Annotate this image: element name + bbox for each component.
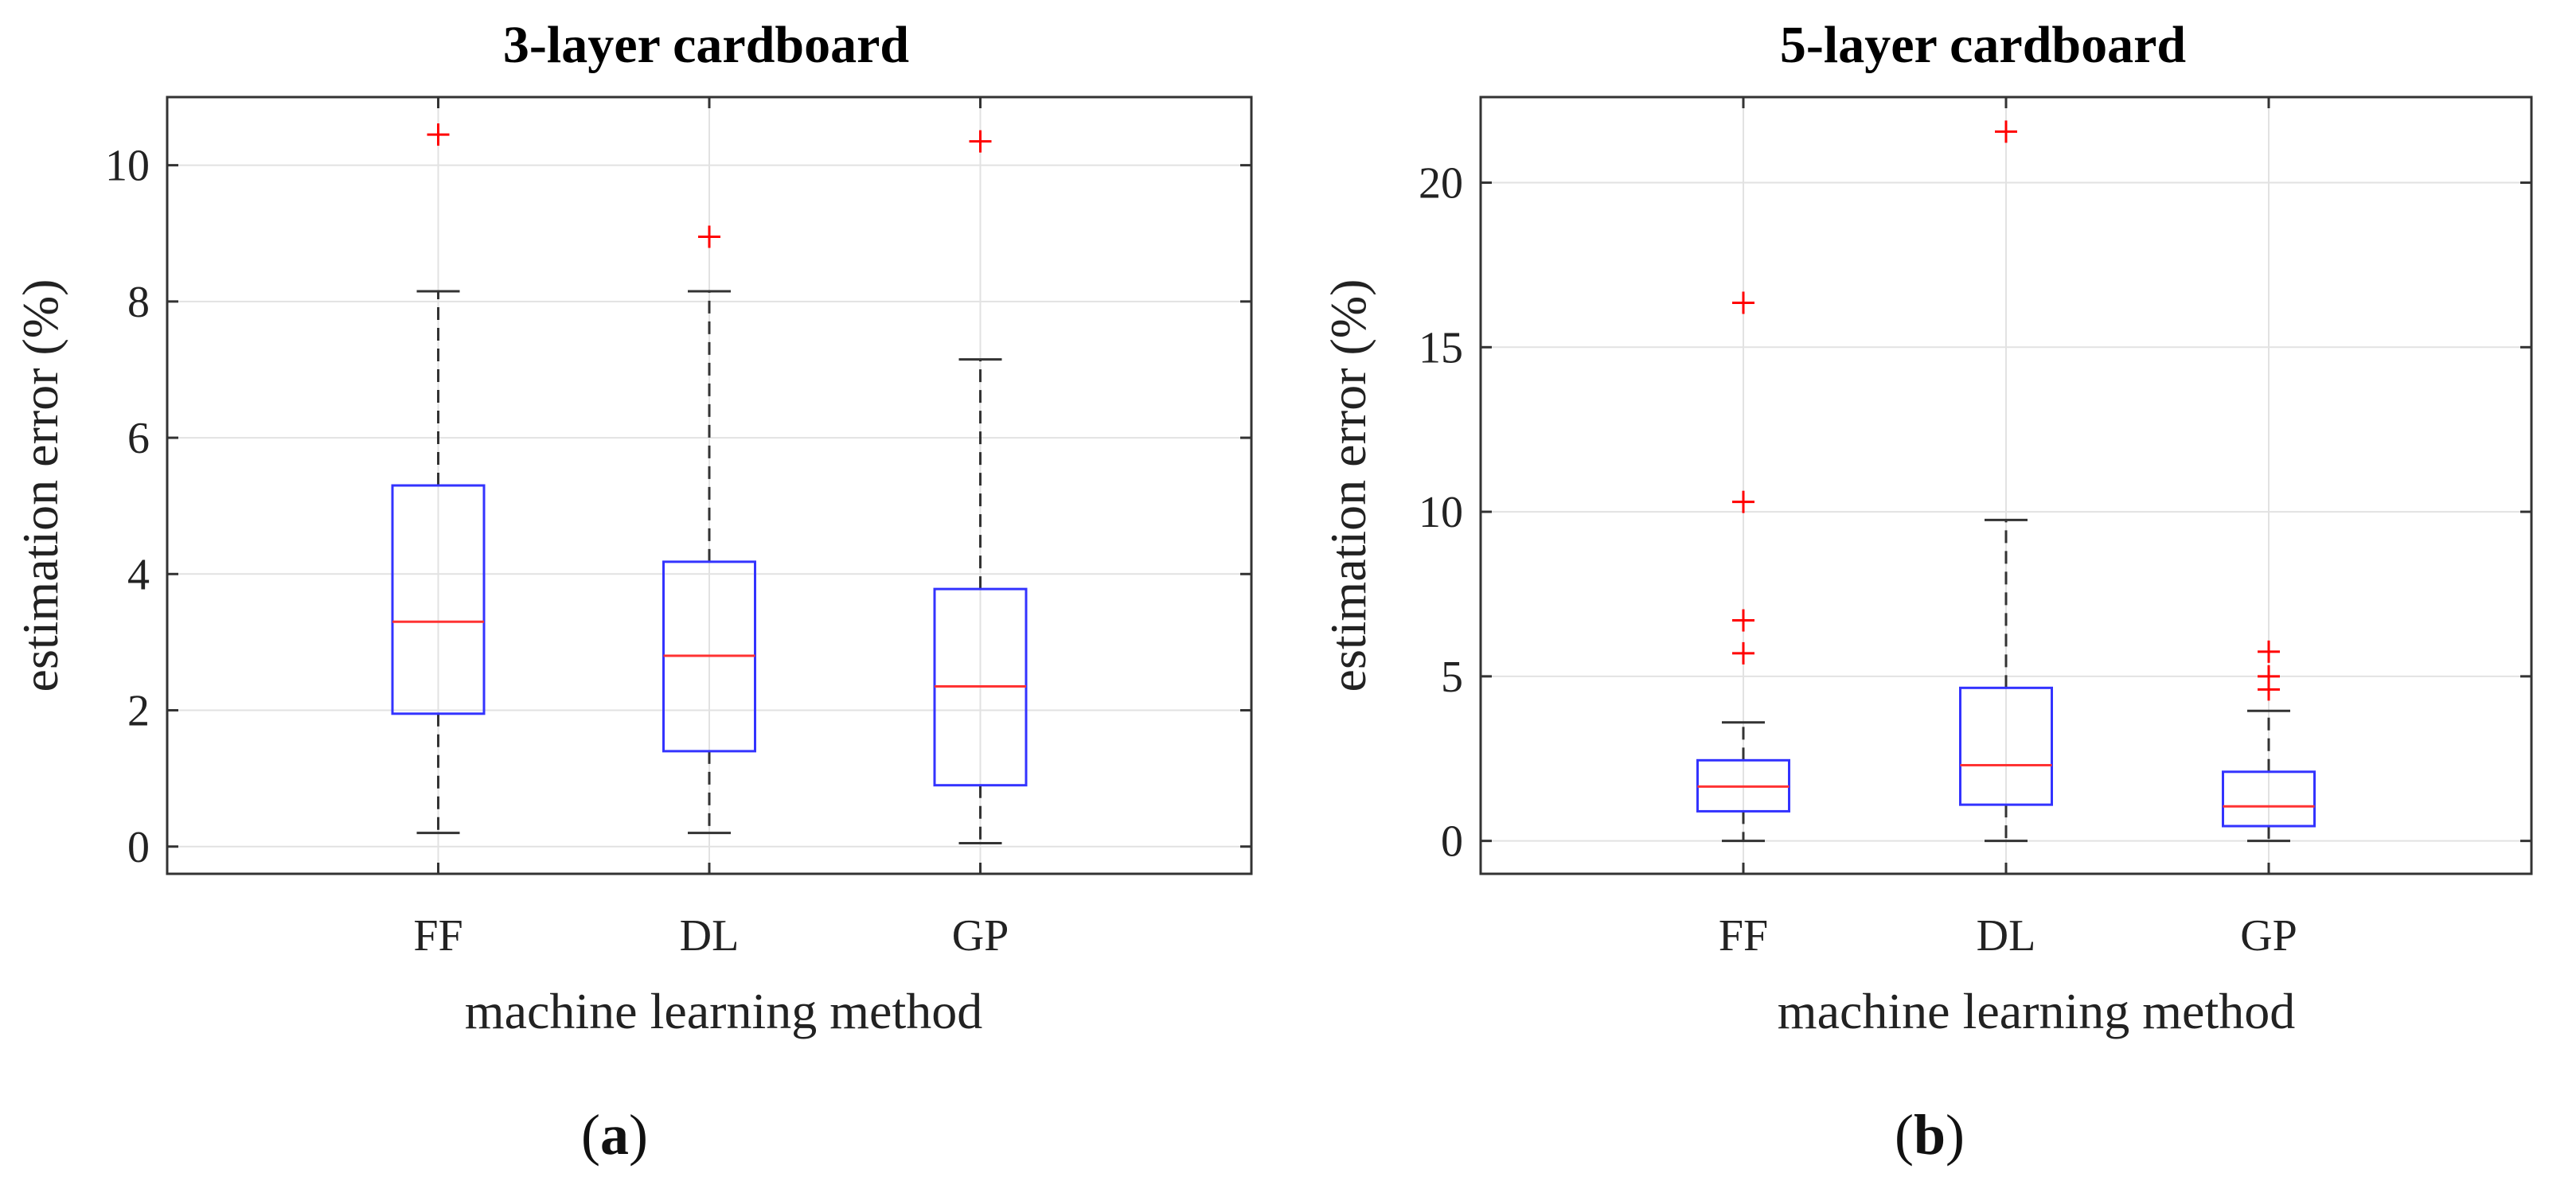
outlier-marker xyxy=(969,130,992,153)
plot-area-a: 0 2 4 6 8 10 FF DL GP xyxy=(105,95,1253,961)
outlier-marker xyxy=(2258,665,2280,688)
x-axis-label: machine learning method xyxy=(1778,983,2295,1039)
y-tick-label: 2 xyxy=(127,687,150,736)
y-tick-label: 4 xyxy=(127,550,150,599)
svg-text:(b): (b) xyxy=(1895,1103,1965,1167)
outlier-marker xyxy=(698,225,720,248)
x-tick-label: FF xyxy=(413,911,463,961)
box-ff xyxy=(391,123,486,835)
y-axis-label: estimation error (%) xyxy=(12,279,68,692)
caption-open-paren: ( xyxy=(581,1103,600,1167)
y-axis-label: estimation error (%) xyxy=(1320,279,1376,692)
box-dl xyxy=(662,225,756,835)
y-tick-label: 20 xyxy=(1419,159,1463,209)
iqr-box xyxy=(2222,770,2316,828)
y-tick-label: 10 xyxy=(105,142,150,191)
caption-close-paren: ) xyxy=(629,1103,648,1167)
box-ff xyxy=(1696,291,1790,843)
y-tick-label: 0 xyxy=(1441,817,1463,867)
y-tick-label: 8 xyxy=(127,278,150,327)
y-tick-label: 0 xyxy=(127,823,150,872)
outlier-marker xyxy=(1732,490,1754,513)
panel-b: 5-layer cardboard machine learning metho… xyxy=(1320,16,2295,1167)
iqr-box xyxy=(1959,686,2053,806)
y-tick-label: 10 xyxy=(1419,488,1463,537)
y-tick-label: 15 xyxy=(1419,323,1463,372)
x-axis-label: machine learning method xyxy=(465,983,982,1039)
outlier-marker xyxy=(2258,640,2280,663)
iqr-box xyxy=(391,484,486,715)
caption-close-paren: ) xyxy=(1946,1103,1965,1167)
box-gp xyxy=(2222,640,2316,843)
outlier-marker xyxy=(1732,291,1754,314)
x-tick-label: DL xyxy=(1977,911,2036,961)
chart-title: 3-layer cardboard xyxy=(503,16,909,74)
chart-title: 5-layer cardboard xyxy=(1780,16,2186,74)
caption-letter: b xyxy=(1914,1103,1946,1167)
caption-a: (a) xyxy=(581,1103,648,1167)
svg-text:(a): (a) xyxy=(581,1103,648,1167)
x-tick-label: FF xyxy=(1719,911,1768,961)
y-tick-label: 6 xyxy=(127,414,150,463)
x-tick-label: GP xyxy=(952,911,1009,961)
caption-letter: a xyxy=(600,1103,629,1167)
outlier-marker xyxy=(1732,609,1754,632)
outlier-marker xyxy=(1995,120,2017,143)
x-tick-label: DL xyxy=(680,911,740,961)
panel-a: 3-layer cardboard machine learning metho… xyxy=(12,16,982,1167)
box-dl xyxy=(1959,120,2053,843)
x-tick-label: GP xyxy=(2240,911,2297,961)
plot-area-b: 0 5 10 15 20 FF DL GP xyxy=(1419,95,2533,961)
caption-b: (b) xyxy=(1895,1103,1965,1167)
caption-open-paren: ( xyxy=(1895,1103,1914,1167)
outlier-marker xyxy=(1732,641,1754,665)
box-gp xyxy=(933,130,1028,844)
outlier-marker xyxy=(427,123,450,146)
y-tick-label: 5 xyxy=(1441,653,1463,702)
